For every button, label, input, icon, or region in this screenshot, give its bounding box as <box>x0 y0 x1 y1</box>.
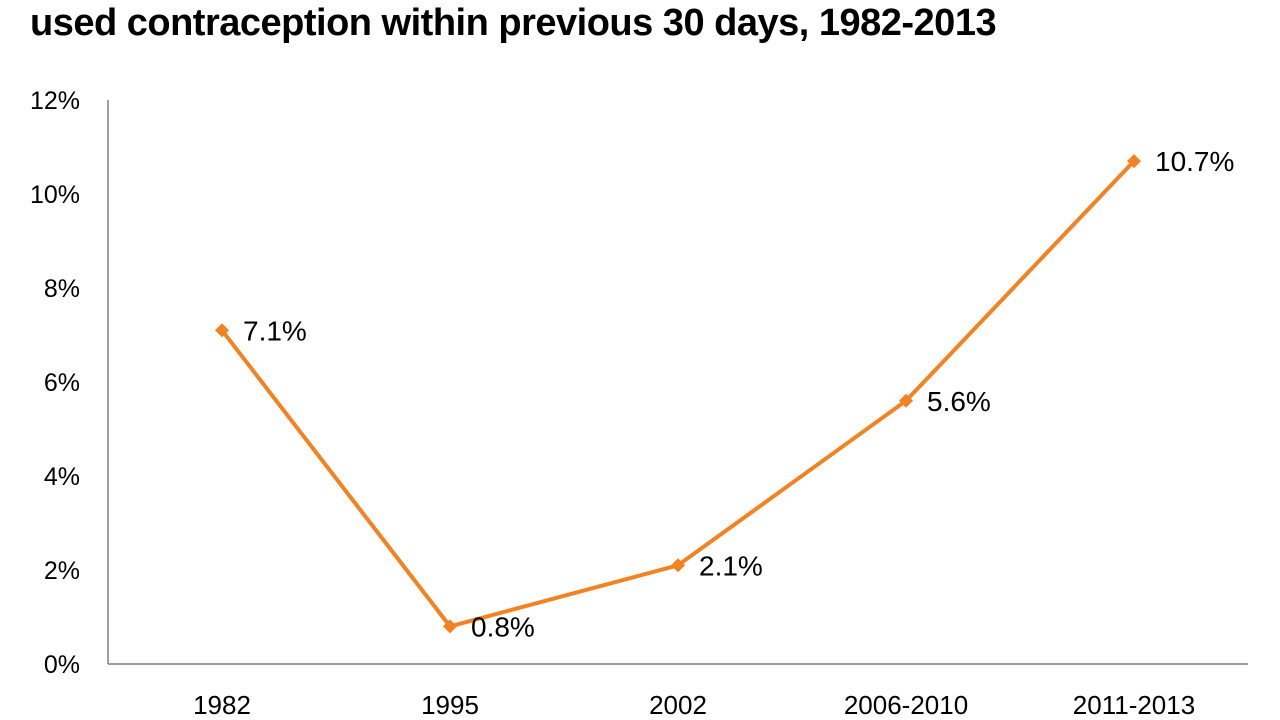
y-tick-label: 4% <box>44 463 80 491</box>
data-point-marker <box>443 619 457 634</box>
data-point-label: 2.1% <box>699 550 763 581</box>
series-line <box>220 159 1136 629</box>
data-point-label: 5.6% <box>927 386 991 417</box>
x-tick-label: 1995 <box>421 690 479 720</box>
y-tick-label: 2% <box>44 557 80 585</box>
x-tick-label: 1982 <box>193 690 251 720</box>
y-tick-label: 12% <box>30 87 80 115</box>
data-point-label: 0.8% <box>471 611 535 642</box>
data-point-marker <box>671 558 685 573</box>
data-point-marker <box>215 323 229 338</box>
y-tick-label: 0% <box>44 651 80 679</box>
y-tick-label: 8% <box>44 275 80 303</box>
data-point-marker <box>899 393 913 408</box>
data-point-label: 7.1% <box>243 315 307 346</box>
y-tick-label: 6% <box>44 369 80 397</box>
x-tick-label: 2002 <box>649 690 707 720</box>
x-tick-label: 2011-2013 <box>1073 690 1195 720</box>
data-point-label: 10.7% <box>1155 146 1234 177</box>
y-tick-label: 10% <box>30 181 80 209</box>
chart-title: used contraception within previous 30 da… <box>30 2 997 44</box>
data-point-marker <box>1127 154 1141 169</box>
x-tick-label: 2006-2010 <box>844 690 968 720</box>
